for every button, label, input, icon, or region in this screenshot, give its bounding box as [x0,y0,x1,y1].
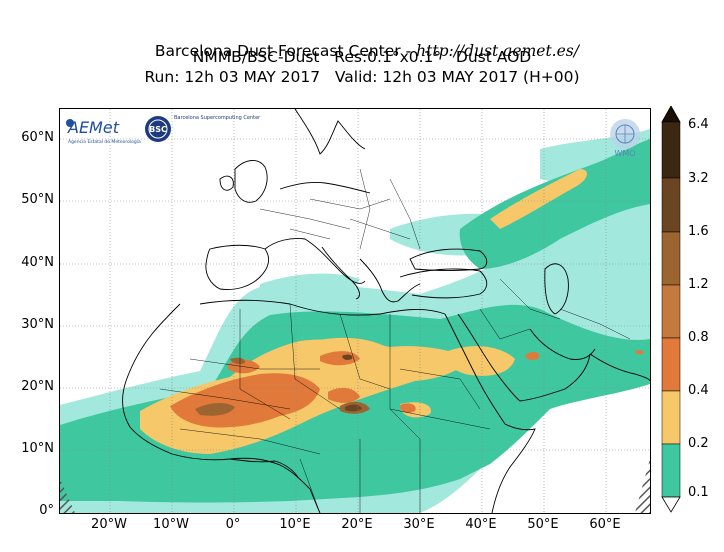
coastlines [122,109,650,513]
colorbar-max-arrow [661,106,681,123]
title-url[interactable]: http://dust.aemet.es/ [416,42,579,60]
colorbar-segment-0-4 [661,390,681,445]
colorbar-segment-3-2 [661,177,681,233]
out-of-domain-southwest [60,479,75,513]
lat-tick-0: 0° [39,503,54,518]
aemet-logo-subtitle: Agencia Estatal de Meteorología [68,138,141,145]
colorbar-label-1-2: 1.2 [688,277,709,292]
colorbar-label-0-1: 0.1 [688,485,709,500]
bsc-logo: BSC Barcelona Supercomputing Center [145,115,261,142]
lon-tick-20w: 20°W [91,517,127,532]
colorbar-segment-1-6 [661,231,681,286]
bsc-logo-text: BSC [149,125,167,134]
map-title-line-3: Run: 12h 03 MAY 2017 Valid: 12h 03 MAY 2… [144,68,580,86]
map-canvas: AEMet Agencia Estatal de Meteorología BS… [60,109,650,513]
out-of-domain-southeast [635,459,650,513]
colorbar-label-0-2: 0.2 [688,436,709,451]
lon-tick-10w: 10°W [153,517,189,532]
title-center-name: Barcelona Dust Forecast Center - [154,42,417,60]
colorbar-label-1-6: 1.6 [688,224,709,239]
lon-tick-60e: 60°E [589,517,621,532]
aod-colorbar [661,106,681,513]
wmo-logo-text: WMO [614,149,635,158]
lon-tick-20e: 20°E [341,517,373,532]
graticule [60,109,650,513]
colorbar-label-6-4: 6.4 [688,117,709,132]
colorbar-label-0-8: 0.8 [688,330,709,345]
colorbar-min-arrow [661,496,681,513]
dust-aod-map: AEMet Agencia Estatal de Meteorología BS… [59,108,651,514]
lat-tick-60n: 60°N [21,130,54,145]
map-title-line-1: Barcelona Dust Forecast Center - http://… [0,21,724,61]
lon-tick-30e: 30°E [403,517,435,532]
aemet-logo-text: AEMet [67,118,120,137]
lat-tick-50n: 50°N [21,192,54,207]
aemet-logo: AEMet Agencia Estatal de Meteorología [66,118,141,145]
colorbar-label-0-4: 0.4 [688,383,709,398]
bsc-logo-name: Barcelona Supercomputing Center [174,115,261,121]
country-borders [159,168,631,513]
colorbar-segment-1-2 [661,284,681,339]
lat-tick-10n: 10°N [21,441,54,456]
lat-tick-20n: 20°N [21,379,54,394]
lon-tick-50e: 50°E [527,517,559,532]
lon-tick-0: 0° [225,517,241,532]
lat-tick-40n: 40°N [21,255,54,270]
wmo-logo: WMO [610,119,640,158]
lon-tick-10e: 10°E [279,517,311,532]
colorbar-segment-0-2 [661,443,681,498]
colorbar-label-3-2: 3.2 [688,171,709,186]
lat-tick-30n: 30°N [21,317,54,332]
colorbar-segment-6-4 [661,121,681,179]
lon-tick-40e: 40°E [465,517,497,532]
map-title-line-2: NMMB/BSC-Dust Res:0.1°x0.1° Dust AOD [192,48,532,66]
colorbar-segment-0-8 [661,337,681,392]
